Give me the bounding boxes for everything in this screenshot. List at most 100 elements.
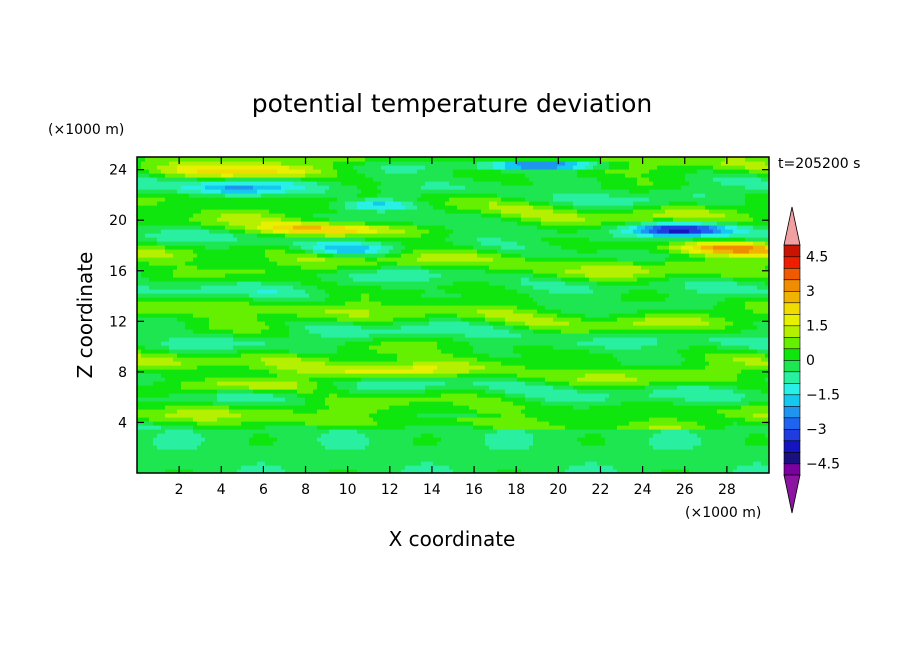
field-cell [761, 405, 766, 410]
field-cell [349, 437, 354, 442]
field-cell [357, 465, 362, 470]
field-cell [729, 457, 734, 462]
field-cell [321, 377, 326, 382]
field-cell [221, 413, 226, 418]
field-cell [369, 393, 374, 398]
field-cell [385, 445, 390, 450]
field-cell [285, 449, 290, 454]
field-cell [353, 349, 358, 354]
field-cell [593, 401, 598, 406]
field-cell [509, 353, 514, 358]
field-cell [305, 429, 310, 434]
field-cell [673, 461, 678, 466]
field-cell [269, 437, 274, 442]
field-cell [717, 469, 722, 473]
field-cell [485, 361, 490, 366]
field-cell [285, 421, 290, 426]
field-cell [301, 453, 306, 458]
field-cell [717, 465, 722, 470]
field-cell [649, 389, 654, 394]
field-cell [729, 385, 734, 390]
field-cell [481, 373, 486, 378]
field-cell [265, 349, 270, 354]
field-cell [369, 381, 374, 386]
field-cell [185, 405, 190, 410]
field-cell [425, 425, 430, 430]
field-cell [393, 465, 398, 470]
field-cell [249, 421, 254, 426]
field-cell [701, 409, 706, 414]
field-cell [149, 425, 154, 430]
field-cell [161, 437, 166, 442]
field-cell [349, 465, 354, 470]
field-cell [701, 453, 706, 458]
field-cell [597, 389, 602, 394]
field-cell [621, 381, 626, 386]
field-cell [641, 409, 646, 414]
field-cell [237, 465, 242, 470]
field-cell [237, 381, 242, 386]
field-cell [573, 457, 578, 462]
field-cell [417, 349, 422, 354]
field-cell [685, 393, 690, 398]
field-cell [157, 469, 162, 473]
field-cell [349, 413, 354, 418]
field-cell [705, 433, 710, 438]
field-cell [377, 361, 382, 366]
field-cell [141, 389, 146, 394]
field-cell [345, 349, 350, 354]
field-cell [257, 397, 262, 402]
field-cell [217, 413, 222, 418]
field-cell [685, 433, 690, 438]
field-cell [697, 429, 702, 434]
field-cell [649, 357, 654, 362]
field-cell [401, 437, 406, 442]
field-cell [581, 449, 586, 454]
field-cell [345, 401, 350, 406]
field-cell [573, 421, 578, 426]
field-cell [493, 405, 498, 410]
field-cell [169, 365, 174, 370]
field-cell [749, 429, 754, 434]
field-cell [581, 417, 586, 422]
field-cell [577, 417, 582, 422]
field-cell [677, 465, 682, 470]
field-cell [437, 429, 442, 434]
field-cell [205, 377, 210, 382]
field-cell [549, 373, 554, 378]
field-cell [581, 381, 586, 386]
field-cell [521, 449, 526, 454]
field-cell [393, 365, 398, 370]
field-cell [405, 437, 410, 442]
field-cell [413, 377, 418, 382]
field-cell [609, 405, 614, 410]
field-cell [241, 445, 246, 450]
field-cell [565, 385, 570, 390]
field-cell [677, 449, 682, 454]
field-cell [229, 377, 234, 382]
field-cell [169, 373, 174, 378]
field-cell [617, 361, 622, 366]
field-cell [445, 461, 450, 466]
field-cell [425, 389, 430, 394]
field-cell [177, 393, 182, 398]
field-cell [513, 377, 518, 382]
field-cell [345, 373, 350, 378]
field-cell [281, 425, 286, 430]
field-cell [617, 357, 622, 362]
field-cell [165, 417, 170, 422]
field-cell [593, 413, 598, 418]
field-cell [301, 369, 306, 374]
field-cell [225, 365, 230, 370]
field-cell [665, 449, 670, 454]
field-cell [353, 357, 358, 362]
field-cell [749, 445, 754, 450]
field-cell [177, 409, 182, 414]
field-cell [461, 429, 466, 434]
field-cell [321, 449, 326, 454]
field-cell [633, 413, 638, 418]
field-cell [169, 433, 174, 438]
field-cell [729, 401, 734, 406]
field-cell [185, 361, 190, 366]
field-cell [417, 393, 422, 398]
